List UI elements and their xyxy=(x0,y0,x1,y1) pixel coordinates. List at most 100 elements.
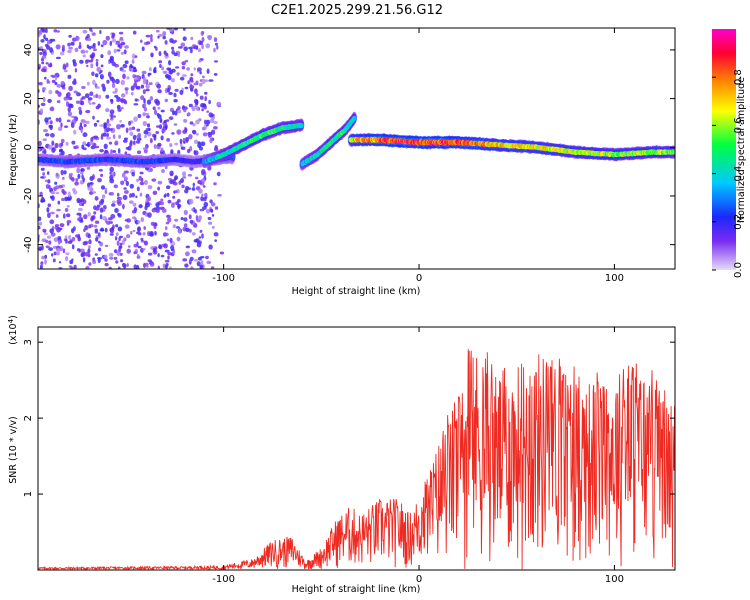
noise-point xyxy=(123,137,129,141)
noise-point xyxy=(39,264,43,269)
noise-point xyxy=(176,236,181,242)
noise-point xyxy=(136,76,140,80)
noise-point xyxy=(197,142,202,148)
noise-point xyxy=(120,98,125,104)
noise-point xyxy=(72,59,76,63)
noise-point xyxy=(133,140,136,146)
noise-point xyxy=(195,196,200,199)
noise-point xyxy=(109,99,114,102)
noise-point xyxy=(45,37,49,41)
noise-point xyxy=(110,192,115,196)
noise-point xyxy=(108,141,113,145)
figure-title: C2E1.2025.299.21.56.G12 xyxy=(271,3,443,18)
noise-point xyxy=(141,70,147,75)
noise-point xyxy=(65,252,70,256)
noise-point xyxy=(134,98,138,102)
noise-point xyxy=(144,134,147,139)
noise-point xyxy=(81,144,85,150)
noise-point xyxy=(208,99,211,105)
noise-point xyxy=(41,55,47,59)
noise-point xyxy=(60,138,65,144)
noise-point xyxy=(41,29,46,33)
noise-point xyxy=(202,185,206,188)
noise-point xyxy=(40,176,45,179)
noise-point xyxy=(198,215,202,221)
noise-point xyxy=(142,232,146,236)
noise-point xyxy=(107,50,111,56)
noise-point xyxy=(206,124,209,127)
noise-point xyxy=(51,140,55,146)
noise-point xyxy=(197,48,202,53)
noise-point xyxy=(109,174,114,180)
noise-point xyxy=(104,189,108,195)
noise-point xyxy=(206,110,209,113)
noise-point xyxy=(171,203,175,208)
noise-point xyxy=(117,226,123,232)
noise-point xyxy=(99,74,104,80)
noise-point xyxy=(177,106,181,110)
noise-point xyxy=(181,74,187,77)
noise-point xyxy=(52,75,56,79)
noise-point xyxy=(150,52,154,58)
noise-point xyxy=(160,254,165,258)
noise-point xyxy=(172,224,176,229)
noise-point xyxy=(205,119,211,125)
noise-point xyxy=(185,186,190,190)
noise-point xyxy=(78,207,83,212)
noise-point xyxy=(133,82,138,88)
noise-point xyxy=(91,71,95,77)
noise-point xyxy=(201,108,204,112)
noise-point xyxy=(105,220,111,225)
noise-point xyxy=(146,123,151,128)
noise-point xyxy=(198,60,202,63)
noise-point xyxy=(96,120,100,123)
noise-point xyxy=(95,86,100,89)
noise-point xyxy=(91,45,96,49)
noise-point xyxy=(169,38,174,43)
noise-point xyxy=(160,109,165,113)
noise-point xyxy=(133,116,139,122)
noise-point xyxy=(55,252,60,256)
noise-point xyxy=(49,219,55,225)
noise-point xyxy=(97,257,102,260)
noise-point xyxy=(112,150,117,153)
noise-point xyxy=(67,74,72,80)
noise-point xyxy=(79,171,84,175)
noise-point xyxy=(120,124,125,128)
noise-point xyxy=(70,41,75,46)
noise-point xyxy=(77,173,81,179)
noise-point xyxy=(50,232,56,237)
noise-point xyxy=(88,224,92,229)
noise-point xyxy=(78,45,82,49)
noise-point xyxy=(63,69,68,73)
noise-point xyxy=(205,43,211,49)
noise-point xyxy=(135,140,141,144)
noise-point xyxy=(219,251,225,255)
noise-point xyxy=(145,112,150,116)
noise-point xyxy=(84,120,90,124)
noise-point xyxy=(145,262,149,266)
noise-point xyxy=(114,140,119,146)
noise-point xyxy=(82,29,88,34)
noise-point xyxy=(115,260,119,264)
noise-point xyxy=(72,226,76,232)
noise-point xyxy=(65,256,69,262)
noise-point xyxy=(120,51,124,55)
noise-point xyxy=(103,254,108,259)
trace-core xyxy=(299,123,304,128)
noise-point xyxy=(129,200,134,204)
noise-point xyxy=(64,208,69,212)
noise-point xyxy=(106,123,112,127)
noise-point xyxy=(202,132,208,137)
noise-point xyxy=(136,128,141,132)
noise-point xyxy=(104,258,108,262)
noise-point xyxy=(213,73,218,76)
noise-point xyxy=(117,44,121,48)
noise-point xyxy=(71,237,76,242)
noise-point xyxy=(111,83,116,88)
noise-point xyxy=(116,96,121,100)
noise-point xyxy=(168,266,172,269)
noise-point xyxy=(131,92,134,96)
noise-point xyxy=(39,191,43,196)
noise-point xyxy=(198,82,203,87)
